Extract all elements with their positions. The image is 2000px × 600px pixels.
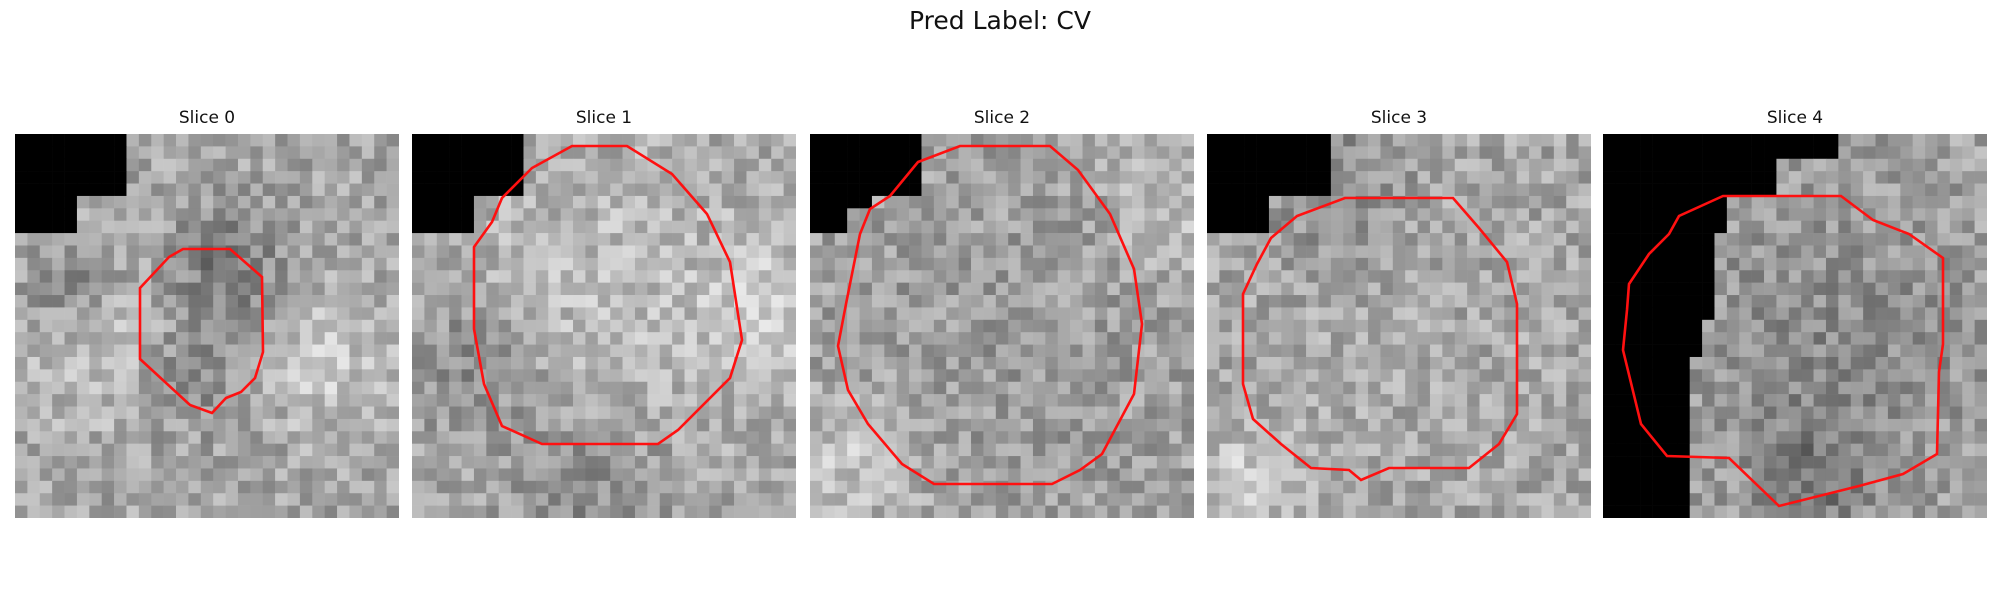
slice-title: Slice 0	[178, 108, 236, 128]
slice-panel: Slice 1	[412, 108, 796, 518]
slice-panel: Slice 3	[1207, 108, 1591, 518]
slice-image	[1207, 134, 1591, 518]
slice-panel: Slice 2	[810, 108, 1194, 518]
figure-title: Pred Label: CV	[909, 6, 1091, 35]
slice-panel: Slice 0	[15, 108, 399, 518]
slice-title: Slice 2	[973, 108, 1031, 128]
slice-title: Slice 3	[1370, 108, 1428, 128]
slice-title: Slice 4	[1766, 108, 1824, 128]
slice-image	[810, 134, 1194, 518]
segmentation-contour	[138, 247, 265, 415]
segmentation-contour	[1241, 196, 1519, 482]
segmentation-contour	[836, 144, 1144, 486]
slice-panel: Slice 4	[1603, 108, 1987, 518]
slice-image	[15, 134, 399, 518]
slice-image	[412, 134, 796, 518]
slice-title: Slice 1	[575, 108, 633, 128]
slice-image	[1603, 134, 1987, 518]
segmentation-contour	[472, 144, 744, 446]
segmentation-contour	[1621, 194, 1945, 508]
